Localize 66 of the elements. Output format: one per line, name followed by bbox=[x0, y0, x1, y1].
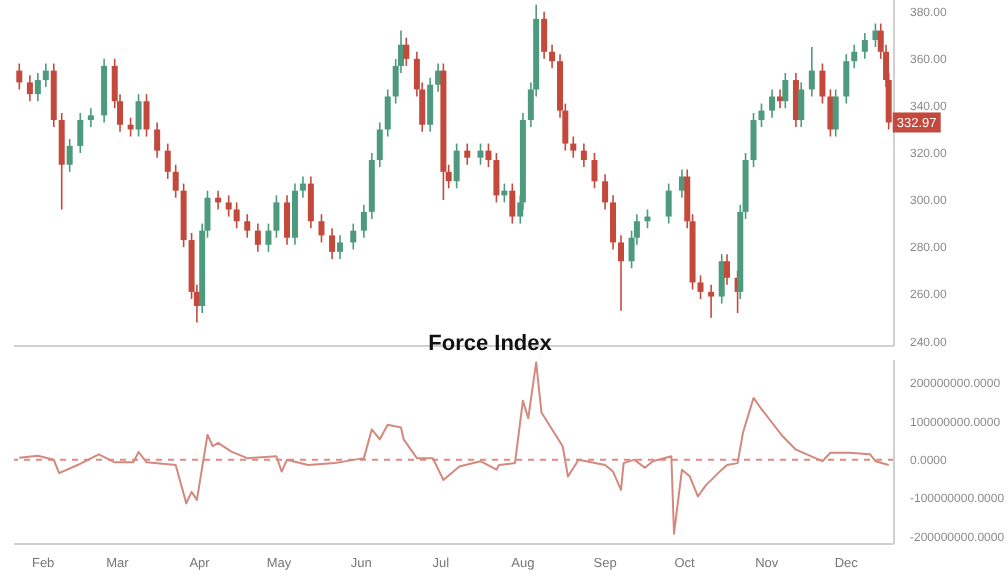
candlestick bbox=[403, 36, 410, 67]
candlestick bbox=[164, 142, 171, 180]
candlestick bbox=[843, 53, 850, 105]
candlestick bbox=[591, 152, 598, 190]
candlestick bbox=[350, 222, 357, 251]
candlestick bbox=[34, 72, 41, 103]
candlestick bbox=[832, 88, 839, 138]
candlestick bbox=[154, 121, 161, 159]
candlestick bbox=[16, 62, 23, 91]
candlestick bbox=[376, 121, 383, 168]
candlestick bbox=[549, 43, 556, 70]
candlestick bbox=[750, 112, 757, 168]
candlestick bbox=[617, 234, 624, 312]
candlestick bbox=[284, 194, 291, 246]
candlestick bbox=[769, 88, 776, 119]
candlestick bbox=[541, 10, 548, 60]
candlestick bbox=[172, 163, 179, 199]
candlestick bbox=[808, 46, 815, 98]
candlestick bbox=[509, 182, 516, 225]
candlestick bbox=[42, 62, 49, 88]
candlestick bbox=[861, 32, 868, 60]
candlestick bbox=[135, 93, 142, 138]
candlestick bbox=[718, 253, 725, 305]
candlestick bbox=[318, 213, 325, 244]
candlestick bbox=[724, 253, 731, 286]
candlestick bbox=[265, 222, 272, 253]
candlestick bbox=[254, 222, 261, 253]
candlestick bbox=[819, 62, 826, 105]
candlestick bbox=[329, 227, 336, 260]
candlestick bbox=[851, 43, 858, 70]
chart-title: Force Index bbox=[428, 332, 552, 356]
candlestick bbox=[307, 175, 314, 230]
candlestick bbox=[299, 175, 306, 199]
candlestick bbox=[697, 274, 704, 300]
candlestick bbox=[291, 182, 298, 246]
candlestick bbox=[143, 93, 150, 138]
candlestick bbox=[827, 88, 834, 138]
candlestick bbox=[233, 201, 240, 230]
line-series bbox=[18, 361, 890, 535]
candlestick bbox=[464, 142, 471, 166]
candlestick bbox=[798, 81, 805, 128]
candlestick bbox=[708, 284, 715, 319]
candlestick bbox=[782, 72, 789, 110]
candlestick bbox=[493, 152, 500, 204]
candlestick bbox=[477, 142, 484, 166]
candlestick bbox=[453, 142, 460, 190]
candlestick bbox=[427, 76, 434, 133]
candlestick bbox=[758, 102, 765, 128]
candlestick bbox=[273, 194, 280, 239]
candlestick bbox=[384, 88, 391, 138]
candlestick bbox=[602, 173, 609, 211]
candlestick bbox=[485, 142, 492, 168]
candlestick bbox=[77, 112, 84, 154]
candlestick bbox=[58, 112, 65, 211]
candlestick bbox=[66, 138, 73, 173]
candlestick bbox=[610, 194, 617, 251]
candlestick bbox=[337, 234, 344, 260]
candlestick bbox=[872, 22, 879, 48]
candlestick bbox=[225, 194, 232, 218]
candlestick bbox=[26, 74, 33, 103]
candlestick bbox=[580, 142, 587, 168]
candlestick bbox=[665, 182, 672, 225]
candlestick bbox=[360, 203, 367, 239]
candlestick bbox=[87, 107, 94, 128]
candlestick bbox=[244, 213, 251, 239]
candlestick bbox=[570, 135, 577, 159]
